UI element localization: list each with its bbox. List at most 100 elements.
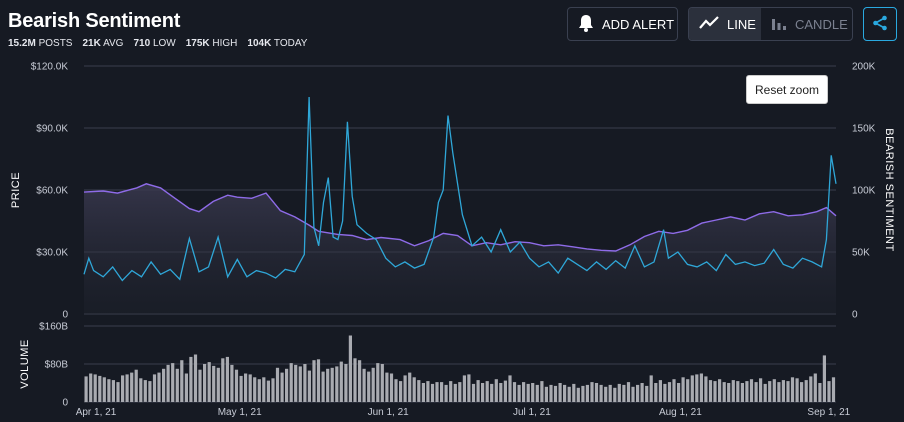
volume-bar	[221, 358, 225, 402]
price-tick-label: $120.0K	[31, 62, 69, 73]
stat-today: 104K TODAY	[247, 38, 308, 49]
volume-bar	[275, 367, 280, 402]
volume-bar	[116, 382, 120, 402]
volume-bar	[139, 378, 143, 403]
line-mode-button[interactable]: LINE	[689, 8, 761, 40]
volume-bar	[152, 374, 157, 402]
volume-bar	[380, 364, 384, 402]
volume-bar	[512, 382, 517, 402]
volume-bar	[471, 383, 476, 402]
volume-bar	[672, 379, 676, 402]
volume-bar	[781, 380, 785, 402]
volume-bar	[394, 379, 398, 402]
volume-bar	[134, 369, 138, 402]
volume-bar	[307, 370, 311, 402]
volume-bar	[740, 383, 744, 402]
share-button[interactable]	[863, 7, 897, 41]
volume-bar	[553, 385, 558, 402]
add-alert-button[interactable]: ADD ALERT	[567, 7, 678, 41]
page-title: Bearish Sentiment	[8, 10, 181, 32]
price-tick-label: 0	[62, 310, 68, 321]
volume-tick-label: 0	[62, 398, 68, 409]
volume-bar	[809, 376, 813, 403]
date-tick-label: Sep 1, 21	[807, 407, 850, 418]
volume-bar	[458, 382, 462, 402]
sentiment-tick-label: 50K	[852, 248, 870, 259]
volume-bar	[239, 375, 243, 402]
volume-bar	[494, 379, 498, 402]
volume-bar	[481, 383, 485, 402]
candle-mode-button[interactable]: CANDLE	[761, 8, 852, 40]
date-tick-label: Jun 1, 21	[368, 407, 410, 418]
volume-bar	[654, 383, 658, 402]
volume-bar	[754, 382, 758, 402]
volume-bar	[348, 335, 352, 402]
stat-posts: 15.2M POSTS	[8, 38, 73, 49]
volume-bar	[831, 377, 836, 402]
volume-bar	[266, 380, 270, 402]
line-chart-icon	[699, 15, 719, 33]
volume-bar	[362, 368, 366, 403]
volume-bar	[804, 380, 808, 402]
volume-tick-label: $160B	[39, 322, 68, 333]
sentiment-tick-label: 100K	[852, 186, 876, 197]
volume-bar	[786, 381, 790, 402]
volume-bar	[358, 360, 362, 402]
volume-bar	[389, 373, 394, 402]
volume-bar	[663, 383, 667, 402]
volume-bar	[708, 380, 713, 402]
volume-bar	[822, 355, 826, 402]
volume-bar	[485, 381, 489, 402]
volume-bar	[613, 387, 617, 403]
volume-bar	[522, 382, 526, 402]
volume-bar	[604, 386, 608, 402]
volume-bar	[572, 383, 576, 402]
volume-bar	[230, 364, 234, 402]
volume-bar	[385, 372, 389, 402]
volume-bar	[631, 386, 635, 402]
volume-bar	[440, 382, 444, 402]
volume-bar	[576, 387, 580, 403]
volume-bar	[745, 381, 749, 402]
volume-bar	[316, 359, 321, 403]
volume-bar	[430, 383, 435, 402]
volume-bar	[207, 362, 211, 402]
price-area	[84, 183, 836, 314]
reset-zoom-button[interactable]: Reset zoom	[746, 75, 828, 104]
price-axis-title: PRICE	[10, 172, 22, 208]
volume-bar	[636, 384, 640, 402]
sentiment-tick-label: 0	[852, 310, 858, 321]
volume-bar	[180, 360, 184, 402]
volume-bar	[253, 377, 257, 402]
volume-bar	[403, 375, 407, 402]
stat-high: 175K HIGH	[185, 38, 238, 49]
volume-bar	[444, 384, 448, 402]
volume-bar	[763, 383, 767, 402]
volume-bar	[590, 382, 594, 402]
date-tick-label: Apr 1, 21	[76, 407, 117, 418]
volume-bar	[476, 380, 480, 402]
volume-bar	[818, 383, 822, 402]
volume-bar	[376, 363, 380, 402]
volume-bar	[248, 374, 252, 402]
price-tick-label: $60.0K	[36, 186, 68, 197]
candle-mode-label: CANDLE	[795, 16, 848, 32]
volume-bar	[736, 381, 740, 402]
volume-bar	[549, 384, 553, 402]
volume-bar	[658, 380, 662, 402]
volume-bar	[285, 368, 289, 403]
share-icon	[872, 15, 888, 34]
volume-bar	[339, 361, 343, 402]
bell-icon	[578, 14, 594, 35]
date-tick-label: May 1, 21	[218, 407, 262, 418]
volume-bar	[84, 376, 88, 403]
volume-bar	[585, 384, 589, 402]
sentiment-line	[83, 96, 837, 282]
volume-bar	[193, 354, 198, 402]
volume-bar	[535, 384, 539, 402]
volume-bar	[234, 369, 239, 402]
volume-bar	[749, 379, 754, 402]
volume-bar	[567, 386, 571, 402]
volume-bar	[262, 377, 266, 402]
